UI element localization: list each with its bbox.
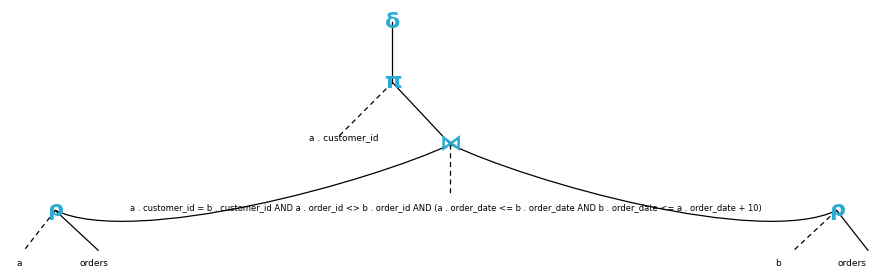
Text: orders: orders — [838, 260, 866, 268]
Text: orders: orders — [79, 260, 108, 268]
Text: ⋈: ⋈ — [440, 134, 461, 154]
Text: a: a — [17, 260, 22, 268]
Text: b: b — [775, 260, 780, 268]
Text: a . customer_id = b . customer_id AND a . order_id <> b . order_id AND (a . orde: a . customer_id = b . customer_id AND a … — [130, 203, 762, 212]
Text: ρ: ρ — [47, 200, 63, 220]
Text: δ: δ — [384, 12, 401, 32]
Text: π: π — [384, 73, 401, 92]
Text: ρ: ρ — [829, 200, 845, 220]
Text: a . customer_id: a . customer_id — [309, 133, 378, 142]
